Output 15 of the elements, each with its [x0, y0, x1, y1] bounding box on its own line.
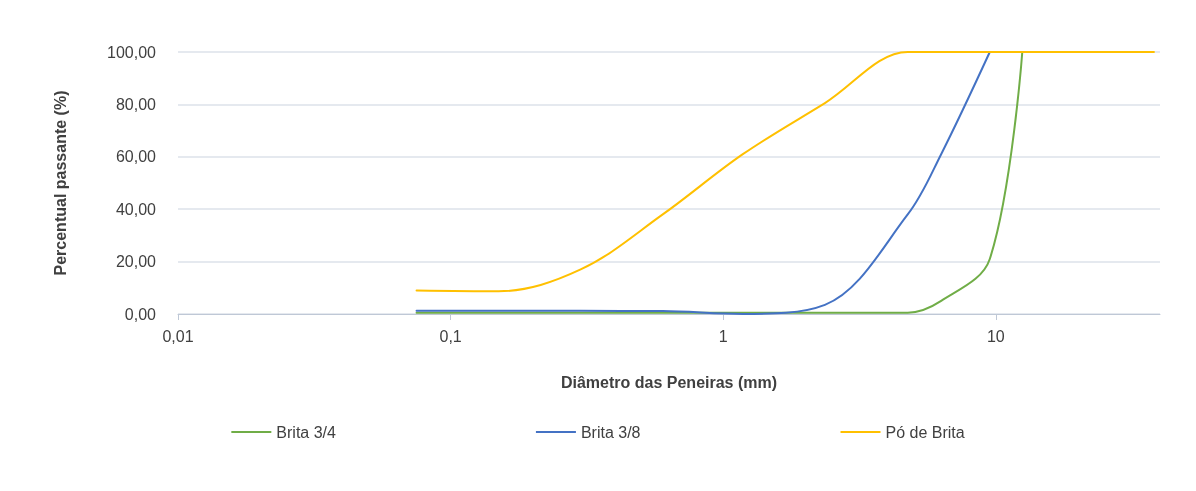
y-tick-label: 40,00	[115, 200, 157, 218]
y-tick-label: 100,00	[107, 43, 157, 61]
legend-label: Brita 3/8	[580, 423, 641, 441]
x-tick-label: 1	[718, 327, 728, 345]
y-tick-label: 20,00	[115, 253, 157, 271]
legend-label: Pó de Brita	[885, 423, 965, 441]
y-tick-label: 80,00	[115, 95, 157, 113]
y-tick-label: 60,00	[115, 148, 157, 166]
x-tick-label: 0,1	[439, 327, 462, 345]
x-tick-label: 10	[986, 327, 1005, 345]
y-axis-title: Percentual passante (%)	[51, 90, 69, 276]
x-tick-label: 0,01	[162, 327, 194, 345]
y-tick-label: 0,00	[124, 305, 157, 323]
legend-label: Brita 3/4	[276, 423, 337, 441]
x-axis-title: Diâmetro das Peneiras (mm)	[560, 373, 778, 391]
